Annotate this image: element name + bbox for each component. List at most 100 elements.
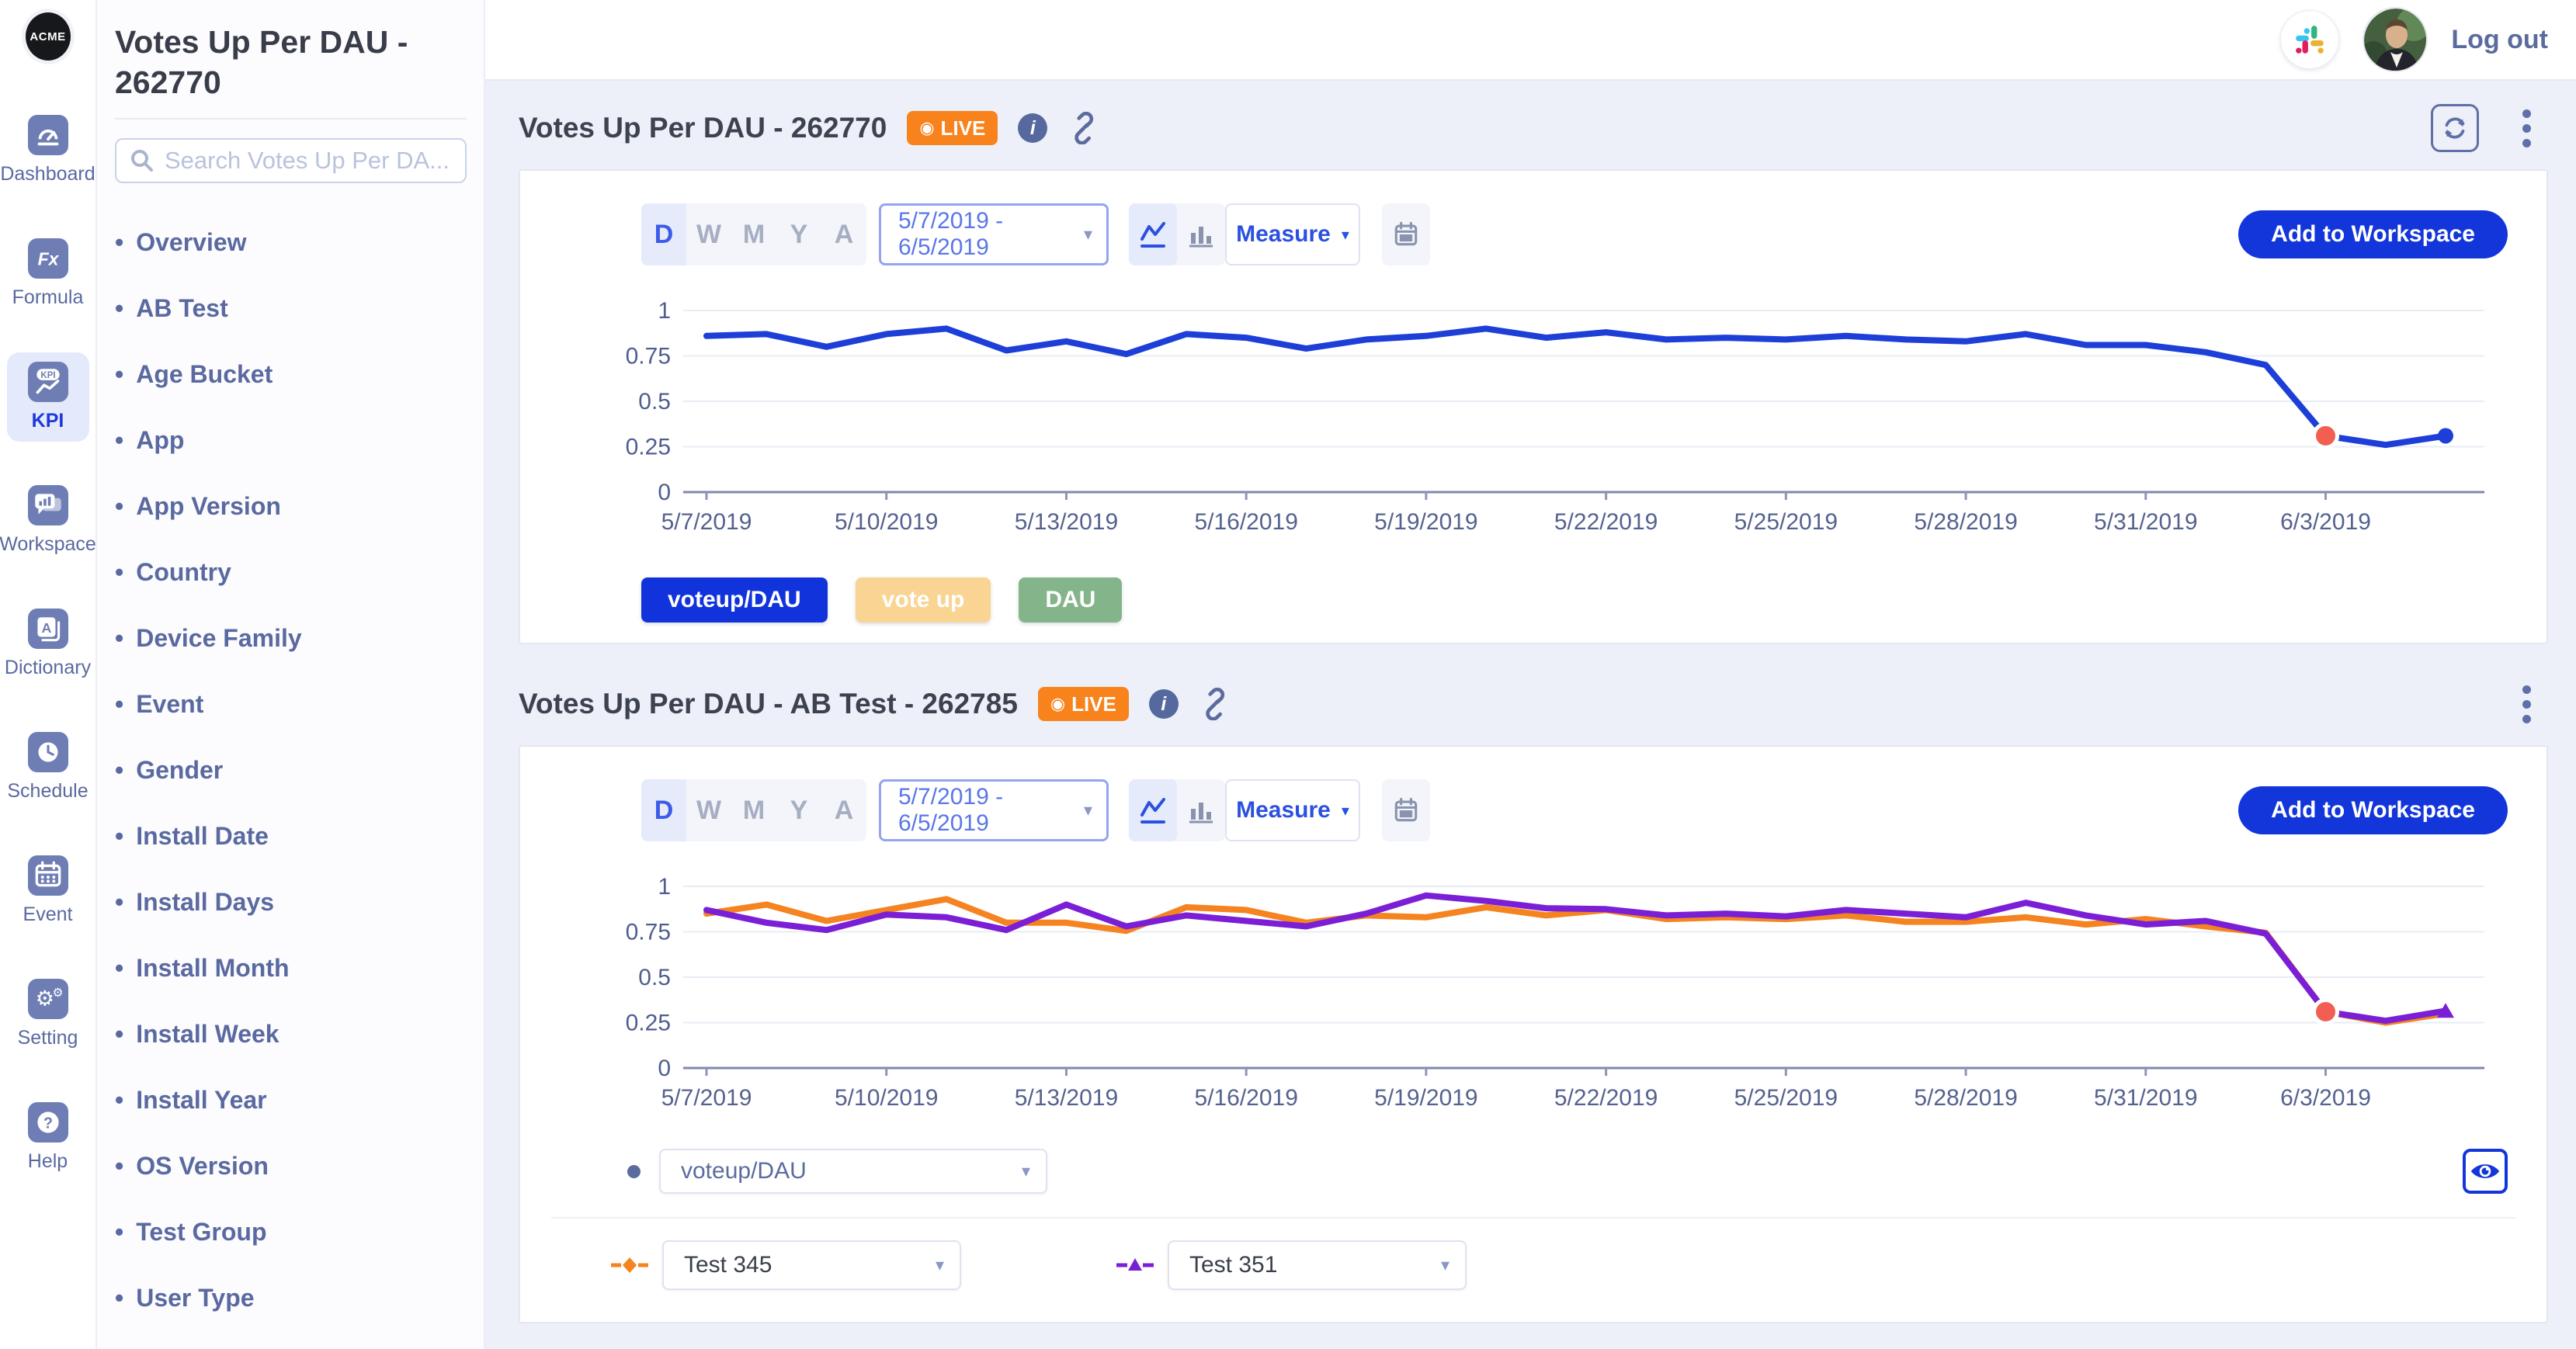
line-chart-icon[interactable] bbox=[1129, 779, 1177, 841]
measure-select[interactable]: Measure ▾ bbox=[1225, 203, 1360, 265]
kpi-icon: KPI bbox=[27, 362, 68, 402]
metric-value: voteup/DAU bbox=[681, 1158, 807, 1184]
nav-item-install-week[interactable]: Install Week bbox=[115, 1020, 467, 1049]
content-area: Votes Up Per DAU - 262770 ◉ LIVE i bbox=[485, 81, 2576, 1349]
granularity-week[interactable]: W bbox=[696, 795, 722, 825]
sidebar-item-label: Formula bbox=[12, 286, 84, 308]
live-label: LIVE bbox=[940, 116, 986, 140]
sidebar-item-formula[interactable]: Fx Formula bbox=[7, 229, 89, 318]
svg-text:0.75: 0.75 bbox=[626, 344, 671, 369]
nav-item-app-version[interactable]: App Version bbox=[115, 492, 467, 521]
date-range-select[interactable]: 5/7/2019 - 6/5/2019 ▾ bbox=[879, 203, 1109, 265]
sidebar-item-dictionary[interactable]: A Dictionary bbox=[5, 599, 91, 688]
nav-item-install-days[interactable]: Install Days bbox=[115, 888, 467, 917]
nav-item-install-date[interactable]: Install Date bbox=[115, 822, 467, 851]
panel1-controls: D W M Y A 5/7/2019 - 6/5/2019 ▾ bbox=[641, 203, 2515, 265]
nav-item-test-group[interactable]: Test Group bbox=[115, 1218, 467, 1247]
nav-item-app[interactable]: App bbox=[115, 426, 467, 455]
svg-text:0.25: 0.25 bbox=[626, 435, 671, 460]
granularity-month[interactable]: M bbox=[742, 219, 766, 249]
chevron-down-icon: ▾ bbox=[935, 1255, 944, 1274]
granularity-day[interactable]: D bbox=[641, 779, 686, 841]
avatar[interactable] bbox=[2362, 7, 2428, 72]
granularity-day[interactable]: D bbox=[641, 203, 686, 265]
svg-text:0: 0 bbox=[658, 480, 671, 505]
svg-text:5/7/2019: 5/7/2019 bbox=[661, 1085, 752, 1111]
date-range-select[interactable]: 5/7/2019 - 6/5/2019 ▾ bbox=[879, 779, 1109, 841]
chart-type-toggle bbox=[1129, 779, 1225, 841]
svg-text:5/16/2019: 5/16/2019 bbox=[1194, 509, 1297, 535]
legend-voteup-dau-button[interactable]: voteup/DAU bbox=[641, 577, 828, 622]
info-icon[interactable]: i bbox=[1018, 113, 1048, 143]
nav-item-ab-test[interactable]: AB Test bbox=[115, 294, 467, 323]
search-box[interactable] bbox=[115, 138, 474, 183]
line-chart-icon[interactable] bbox=[1129, 203, 1177, 265]
sidebar-item-label: Workspace bbox=[0, 533, 96, 555]
nav-item-age-bucket[interactable]: Age Bucket bbox=[115, 360, 467, 389]
svg-text:⚙: ⚙ bbox=[35, 986, 54, 1010]
sidebar-item-setting[interactable]: ⚙ ⚙ Setting bbox=[7, 969, 89, 1059]
calendar-icon[interactable] bbox=[1382, 203, 1430, 265]
main-column: Log out Votes Up Per DAU - 262770 ◉ LIVE… bbox=[485, 0, 2576, 1349]
svg-text:0: 0 bbox=[658, 1056, 671, 1081]
kebab-menu-icon[interactable] bbox=[2516, 682, 2537, 727]
variant-row: Test 345 ▾ Test 351 ▾ bbox=[551, 1217, 2515, 1290]
link-icon[interactable] bbox=[1199, 688, 1231, 720]
nav-item-device-family[interactable]: Device Family bbox=[115, 624, 467, 653]
link-icon[interactable] bbox=[1068, 112, 1100, 144]
info-icon[interactable]: i bbox=[1148, 689, 1179, 719]
svg-text:5/22/2019: 5/22/2019 bbox=[1554, 1085, 1658, 1111]
test-351-value: Test 351 bbox=[1189, 1252, 1278, 1278]
search-input[interactable] bbox=[165, 147, 474, 175]
svg-text:⚙: ⚙ bbox=[52, 987, 63, 1000]
legend-vote-up-button[interactable]: vote up bbox=[855, 577, 991, 622]
nav-item-install-month[interactable]: Install Month bbox=[115, 954, 467, 983]
add-to-workspace-button[interactable]: Add to Workspace bbox=[2238, 210, 2508, 258]
eye-toggle-button[interactable] bbox=[2463, 1149, 2508, 1194]
granularity-all[interactable]: A bbox=[834, 795, 854, 825]
chevron-down-icon: ▾ bbox=[1021, 1161, 1030, 1181]
svg-text:5/13/2019: 5/13/2019 bbox=[1015, 509, 1118, 535]
formula-icon: Fx bbox=[27, 238, 68, 279]
granularity-year[interactable]: Y bbox=[790, 795, 808, 825]
measure-value: Measure bbox=[1236, 797, 1331, 823]
nav-item-event[interactable]: Event bbox=[115, 690, 467, 719]
test-351-select[interactable]: Test 351 ▾ bbox=[1168, 1240, 1467, 1290]
kebab-menu-icon[interactable] bbox=[2516, 106, 2537, 151]
bar-chart-icon[interactable] bbox=[1177, 779, 1225, 841]
sidebar-item-dashboard[interactable]: Dashboard bbox=[0, 106, 95, 195]
search-icon bbox=[129, 147, 155, 174]
legend-dau-button[interactable]: DAU bbox=[1019, 577, 1123, 622]
sidebar-item-kpi[interactable]: KPI KPI bbox=[6, 352, 89, 442]
add-to-workspace-button[interactable]: Add to Workspace bbox=[2238, 786, 2508, 834]
granularity-year[interactable]: Y bbox=[790, 219, 808, 249]
measure-select[interactable]: Measure ▾ bbox=[1225, 779, 1360, 841]
granularity-week[interactable]: W bbox=[696, 219, 722, 249]
nav-item-os-version[interactable]: OS Version bbox=[115, 1152, 467, 1181]
nav-item-gender[interactable]: Gender bbox=[115, 756, 467, 785]
granularity-month[interactable]: M bbox=[742, 795, 766, 825]
live-label: LIVE bbox=[1071, 692, 1116, 716]
sidebar-item-help[interactable]: ? Help bbox=[7, 1093, 89, 1182]
svg-text:5/31/2019: 5/31/2019 bbox=[2094, 1085, 2197, 1111]
slack-icon[interactable] bbox=[2280, 10, 2340, 69]
calendar-icon[interactable] bbox=[1382, 779, 1430, 841]
nav-item-country[interactable]: Country bbox=[115, 558, 467, 587]
metric-select[interactable]: voteup/DAU ▾ bbox=[659, 1149, 1047, 1194]
refresh-button[interactable] bbox=[2431, 104, 2479, 152]
bar-chart-icon[interactable] bbox=[1177, 203, 1225, 265]
nav-item-install-year[interactable]: Install Year bbox=[115, 1086, 467, 1115]
test-345-select[interactable]: Test 345 ▾ bbox=[662, 1240, 961, 1290]
svg-text:Fx: Fx bbox=[37, 248, 59, 269]
granularity-all[interactable]: A bbox=[834, 219, 854, 249]
sidebar-item-schedule[interactable]: Schedule bbox=[7, 723, 89, 812]
logout-button[interactable]: Log out bbox=[2451, 24, 2548, 54]
measure-value: Measure bbox=[1236, 221, 1331, 247]
chevron-down-icon: ▾ bbox=[1440, 1255, 1449, 1274]
sidebar-item-event[interactable]: Event bbox=[7, 846, 89, 935]
svg-text:5/25/2019: 5/25/2019 bbox=[1734, 509, 1838, 535]
sidebar-item-workspace[interactable]: Workspace bbox=[0, 476, 96, 565]
chevron-down-icon: ▾ bbox=[1341, 802, 1349, 820]
nav-item-user-type[interactable]: User Type bbox=[115, 1284, 467, 1313]
nav-item-overview[interactable]: Overview bbox=[115, 228, 467, 257]
